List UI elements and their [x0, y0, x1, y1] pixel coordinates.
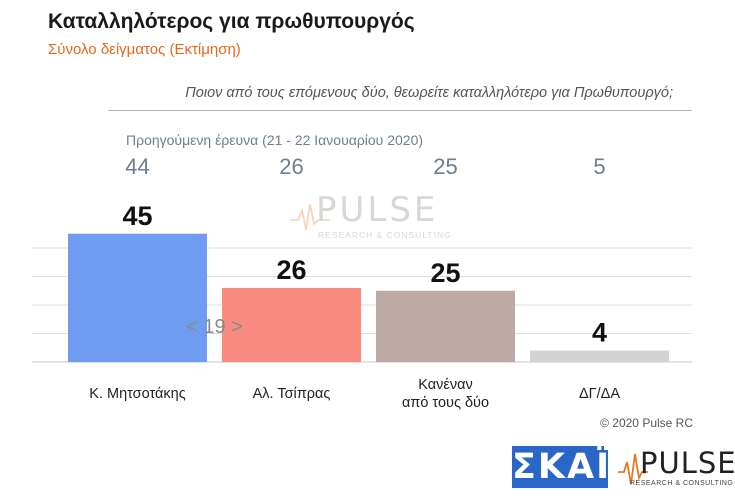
bar-value-label: 45	[122, 201, 152, 231]
pulse-logo: PULSE RESEARCH & CONSULTING	[618, 446, 735, 492]
bar	[376, 290, 515, 362]
previous-value-label: 26	[279, 154, 303, 179]
pulse-logo-tagline: RESEARCH & CONSULTING	[630, 480, 734, 487]
category-label: από τους δύο	[402, 395, 489, 411]
bar-value-label: 25	[430, 258, 460, 288]
previous-value-label: 25	[433, 154, 457, 179]
pulse-wave-icon	[290, 203, 330, 231]
bar-value-label: 26	[276, 255, 306, 285]
previous-value-label: 44	[125, 154, 149, 179]
survey-question: Ποιον από τους επόμενους δύο, θεωρείτε κ…	[185, 85, 673, 101]
category-label: Κ. Μητσοτάκης	[89, 386, 185, 402]
category-label: Κανέναν	[418, 377, 472, 393]
previous-values: 44 26 25 5	[125, 154, 605, 179]
question-divider	[108, 110, 692, 111]
previous-survey-label: Προηγούμενη έρευνα (21 - 22 Ιανουαρίου 2…	[126, 132, 424, 148]
category-label: Αλ. Τσίπρας	[253, 386, 331, 402]
watermark-tagline: RESEARCH & CONSULTING	[318, 230, 452, 240]
gap-annotation: < 19 >	[186, 316, 243, 338]
category-labels: Κ. Μητσοτάκης Αλ. Τσίπρας Κανέναν από τους …	[89, 377, 620, 411]
bars	[68, 233, 669, 362]
copyright: © 2020 Pulse RC	[600, 416, 693, 430]
bar	[68, 233, 207, 362]
skai-logo: ΣΚΑΪ	[512, 446, 612, 488]
pulse-logo-name: PULSE	[640, 446, 735, 480]
category-label: ΔΓ/ΔΑ	[579, 386, 620, 402]
previous-value-label: 5	[593, 154, 605, 179]
bar-value-label: 4	[592, 318, 607, 348]
bar	[530, 350, 669, 362]
chart-title: Καταλληλότερος για πρωθυπουργός	[48, 10, 415, 33]
pulse-wave-icon	[618, 453, 648, 485]
value-labels: 45 26 25 4	[122, 201, 607, 348]
pulse-watermark: PULSE RESEARCH & CONSULTING	[290, 190, 460, 250]
watermark-name: PULSE	[316, 190, 439, 230]
bar	[222, 287, 361, 362]
chart-subtitle: Σύνολο δείγματος (Εκτίμηση)	[48, 41, 241, 58]
